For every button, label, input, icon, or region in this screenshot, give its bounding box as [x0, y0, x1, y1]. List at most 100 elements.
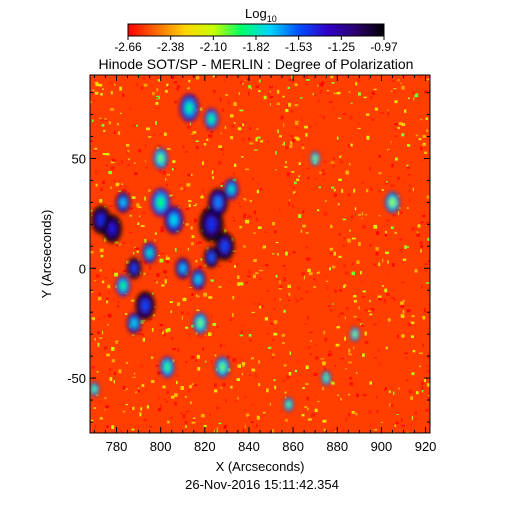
speckle-cell [136, 82, 138, 87]
speckle-cell [146, 425, 150, 428]
speckle-cell [387, 109, 389, 111]
speckle-cell [177, 285, 180, 289]
speckle-cell [131, 124, 135, 127]
speckle-cell [218, 265, 222, 268]
speckle-cell [306, 396, 310, 401]
speckle-cell [105, 405, 109, 408]
speckle-cell [197, 367, 201, 371]
speckle-cell [329, 252, 334, 254]
speckle-cell [158, 396, 160, 400]
speckle-cell [278, 287, 283, 290]
speckle-cell [321, 153, 324, 155]
speckle-cell [222, 344, 226, 347]
speckle-cell [256, 400, 259, 404]
speckle-cell [188, 79, 191, 83]
speckle-cell [272, 253, 275, 255]
speckle-cell [204, 264, 207, 267]
heatmap-background [90, 75, 430, 433]
speckle-cell [165, 90, 168, 93]
speckle-cell [341, 189, 344, 193]
speckle-cell [195, 76, 200, 80]
speckle-cell [360, 345, 364, 348]
speckle-cell [189, 121, 191, 126]
speckle-cell [176, 87, 179, 91]
speckle-cell [227, 347, 230, 350]
speckle-cell [422, 135, 426, 138]
speckle-cell [275, 151, 277, 155]
speckle-cell [100, 188, 103, 191]
speckle-cell [109, 81, 113, 84]
speckle-cell [275, 242, 279, 244]
speckle-cell [148, 266, 152, 270]
speckle-cell [184, 420, 188, 424]
speckle-cell [305, 383, 309, 385]
speckle-cell [186, 410, 190, 412]
speckle-cell [391, 327, 393, 332]
speckle-cell [132, 252, 135, 255]
speckle-cell [384, 233, 388, 237]
speckle-cell [118, 369, 122, 374]
feature-core [195, 274, 201, 284]
speckle-cell [119, 429, 122, 432]
speckle-cell [163, 333, 166, 337]
speckle-cell [338, 315, 340, 318]
speckle-cell [244, 184, 248, 187]
speckle-cell [320, 83, 324, 87]
speckle-cell [364, 214, 368, 216]
speckle-cell [336, 262, 339, 264]
speckle-cell [292, 186, 296, 190]
speckle-cell [126, 164, 130, 166]
speckle-cell [381, 285, 385, 287]
speckle-cell [103, 130, 106, 132]
speckle-cell [165, 260, 169, 264]
speckle-cell [285, 109, 289, 113]
speckle-cell [275, 86, 277, 91]
speckle-cell [398, 387, 400, 390]
speckle-cell [131, 196, 136, 199]
speckle-cell [222, 382, 224, 386]
speckle-cell [185, 223, 189, 226]
speckle-cell [413, 97, 415, 101]
speckle-cell [368, 77, 370, 80]
speckle-cell [103, 315, 106, 318]
speckle-cell [296, 178, 300, 182]
speckle-cell [215, 381, 219, 384]
speckle-cell [289, 145, 293, 148]
speckle-cell [244, 409, 248, 411]
speckle-cell [182, 297, 187, 302]
speckle-cell [177, 302, 180, 306]
speckle-cell [424, 263, 428, 265]
speckle-cell [144, 428, 147, 430]
speckle-cell [205, 160, 209, 163]
speckle-cell [99, 117, 102, 120]
speckle-cell [103, 329, 106, 332]
speckle-cell [414, 324, 418, 328]
speckle-cell [425, 408, 429, 412]
speckle-cell [97, 296, 102, 301]
speckle-cell [268, 83, 271, 85]
speckle-cell [122, 270, 127, 272]
speckle-cell [94, 78, 97, 82]
speckle-cell [134, 172, 138, 175]
speckle-cell [408, 184, 412, 186]
speckle-cell [332, 157, 336, 160]
speckle-cell [141, 212, 146, 214]
speckle-cell [396, 414, 399, 416]
speckle-cell [396, 410, 398, 415]
speckle-cell [161, 284, 165, 287]
speckle-cell [232, 295, 235, 300]
speckle-cell [400, 211, 403, 214]
speckle-cell [289, 351, 291, 355]
speckle-cell [233, 102, 237, 106]
speckle-cell [376, 410, 379, 413]
speckle-cell [110, 91, 113, 95]
speckle-cell [385, 230, 388, 234]
speckle-cell [404, 370, 408, 373]
speckle-cell [351, 262, 354, 266]
speckle-cell [182, 145, 185, 149]
speckle-cell [130, 199, 133, 203]
colorbar-tick-label: -2.38 [157, 40, 185, 54]
colorbar-label: Log10 [245, 6, 277, 24]
speckle-cell [111, 359, 115, 363]
speckle-cell [269, 96, 274, 98]
